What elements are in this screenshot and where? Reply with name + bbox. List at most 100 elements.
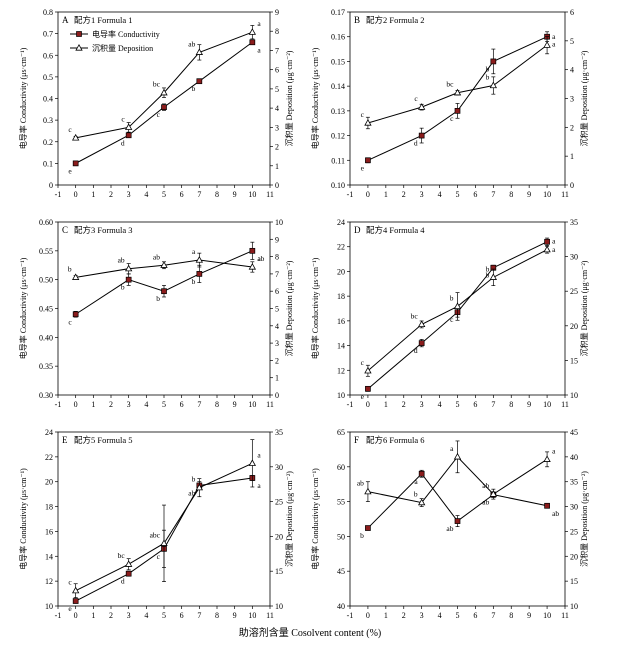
deposition-point bbox=[543, 41, 551, 48]
y2-tick-label: 3 bbox=[570, 95, 574, 104]
y-tick-label: 0 bbox=[49, 181, 53, 190]
series-line-conductivity bbox=[75, 250, 253, 315]
conductivity-point bbox=[249, 247, 256, 254]
y-tick-label: 0.13 bbox=[331, 107, 345, 116]
deposition-point bbox=[489, 273, 498, 280]
conductivity-point bbox=[125, 132, 132, 139]
series-line-conductivity bbox=[367, 36, 548, 161]
y-tick-label: 0.50 bbox=[39, 276, 53, 285]
x-tick-label: 9 bbox=[527, 190, 531, 199]
significance-letter: d bbox=[414, 346, 418, 355]
deposition-point bbox=[71, 273, 80, 280]
x-tick-label: 0 bbox=[74, 400, 78, 409]
legend-marker-deposition bbox=[75, 43, 83, 51]
significance-letter: a bbox=[552, 446, 556, 455]
conductivity-point bbox=[544, 238, 550, 245]
y-tick-label: 65 bbox=[337, 428, 345, 437]
y-tick-label: 16 bbox=[45, 527, 53, 536]
x-tick-label: 8 bbox=[509, 400, 513, 409]
significance-letter: a bbox=[257, 481, 261, 490]
significance-letter: c bbox=[68, 125, 72, 134]
y2-tick-label: 20 bbox=[275, 532, 283, 541]
y2-tick-label: 30 bbox=[570, 253, 578, 262]
significance-letter: b bbox=[68, 264, 72, 273]
conductivity-point bbox=[196, 271, 203, 277]
deposition-point bbox=[160, 88, 168, 96]
x-tick-label: 2 bbox=[402, 611, 406, 620]
significance-letter: bc bbox=[153, 80, 161, 89]
conductivity-point bbox=[454, 518, 461, 524]
x-tick-label: 10 bbox=[248, 611, 256, 620]
conductivity-point bbox=[196, 78, 203, 85]
x-tick-label: 9 bbox=[233, 190, 237, 199]
conductivity-point bbox=[125, 276, 132, 283]
x-tick-label: 11 bbox=[561, 190, 569, 199]
panel-letter: F bbox=[354, 435, 359, 445]
significance-letter: c bbox=[68, 578, 72, 587]
panel-letter: C bbox=[62, 225, 68, 235]
deposition-point bbox=[195, 483, 204, 491]
plot-frame bbox=[57, 221, 271, 396]
significance-letter: a bbox=[450, 444, 454, 453]
panel-e: -1 0 1 2 3 4 5 6 7 8 9 10 11101214161820222410152025… bbox=[18, 428, 294, 620]
x-tick-label: 5 bbox=[162, 400, 166, 409]
y2-tick-label: 35 bbox=[275, 428, 283, 437]
y-tick-label: 45 bbox=[337, 567, 345, 576]
x-tick-label: 2 bbox=[109, 611, 113, 620]
significance-letter: ab bbox=[446, 524, 453, 533]
deposition-point bbox=[248, 262, 257, 270]
x-tick-label: 4 bbox=[144, 611, 148, 620]
y2-tick-label: 5 bbox=[570, 37, 574, 46]
y2-tick-label: 35 bbox=[570, 218, 578, 227]
y2-tick-label: 7 bbox=[275, 46, 279, 55]
y2-tick-label: 1 bbox=[570, 152, 574, 161]
x-tick-label: 0 bbox=[74, 611, 78, 620]
significance-letter: a bbox=[257, 254, 261, 263]
panel-title: 配方3 Formula 3 bbox=[74, 225, 133, 235]
x-tick-label: 7 bbox=[197, 611, 201, 620]
conductivity-point bbox=[544, 502, 550, 509]
y2-axis-label: 沉积量 Deposition (μg·cm⁻²) bbox=[284, 471, 294, 567]
y-tick-label: 12 bbox=[337, 366, 345, 375]
significance-letter: b bbox=[486, 73, 490, 82]
significance-letter: ab bbox=[188, 488, 195, 497]
y2-tick-label: 30 bbox=[275, 463, 283, 472]
significance-letter: e bbox=[361, 163, 365, 172]
y2-axis-label: 沉积量 Deposition (μg·cm⁻²) bbox=[579, 260, 589, 356]
conductivity-point bbox=[418, 470, 425, 477]
y-tick-label: 0.4 bbox=[43, 95, 53, 104]
y-tick-label: 0.2 bbox=[43, 138, 53, 147]
panel-f: -1 0 1 2 3 4 5 6 7 8 9 10 11404550556065101520253035… bbox=[310, 428, 589, 620]
deposition-point bbox=[195, 48, 204, 55]
y2-tick-label: 10 bbox=[570, 602, 578, 611]
deposition-point bbox=[160, 261, 168, 268]
significance-letter: a bbox=[552, 40, 556, 49]
x-tick-label: 2 bbox=[402, 190, 406, 199]
x-tick-label: 9 bbox=[527, 400, 531, 409]
y2-tick-label: 5 bbox=[275, 85, 279, 94]
x-tick-label: 6 bbox=[473, 400, 477, 409]
significance-letter: ab bbox=[153, 252, 160, 261]
y-tick-label: 60 bbox=[337, 463, 345, 472]
significance-letter: a bbox=[552, 32, 556, 41]
x-tick-label: -1 bbox=[55, 400, 62, 409]
significance-letter: b bbox=[486, 264, 490, 273]
y2-tick-label: 25 bbox=[275, 498, 283, 507]
significance-letter: b bbox=[192, 277, 196, 286]
conductivity-point bbox=[365, 157, 371, 164]
x-tick-label: 10 bbox=[543, 400, 551, 409]
y-tick-label: 55 bbox=[337, 498, 345, 507]
x-tick-label: 6 bbox=[180, 190, 184, 199]
panel-letter: A bbox=[62, 15, 69, 25]
conductivity-point bbox=[72, 160, 79, 167]
x-tick-label: 7 bbox=[491, 400, 495, 409]
significance-letter: b bbox=[192, 475, 196, 484]
y2-tick-label: 2 bbox=[275, 356, 279, 365]
conductivity-point bbox=[249, 39, 256, 46]
y-tick-label: 0.12 bbox=[331, 132, 345, 141]
deposition-point bbox=[364, 118, 372, 126]
conductivity-point bbox=[161, 104, 167, 111]
significance-letter: c bbox=[450, 114, 454, 123]
significance-letter: b bbox=[192, 84, 196, 93]
x-tick-label: 2 bbox=[402, 400, 406, 409]
